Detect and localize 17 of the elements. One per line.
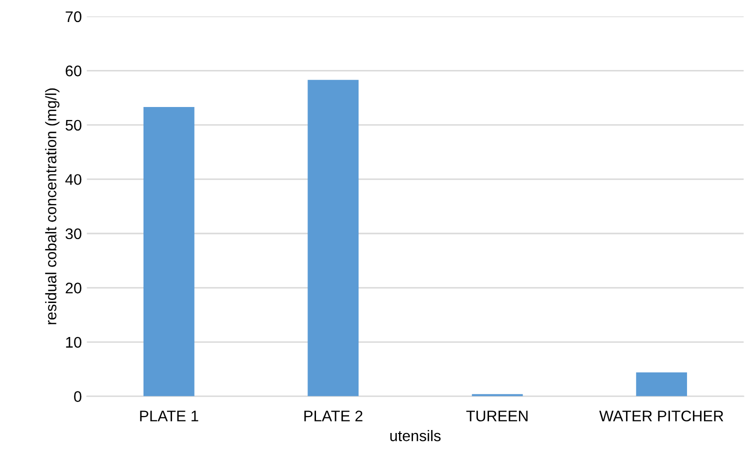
x-tick-label: WATER PITCHER bbox=[599, 410, 724, 422]
y-tick-label: 60 bbox=[66, 66, 82, 76]
x-axis-title: utensils bbox=[390, 430, 441, 442]
y-tick-label: 50 bbox=[66, 120, 82, 131]
y-tick-label: 70 bbox=[66, 11, 82, 22]
y-tick-label: 20 bbox=[66, 282, 82, 294]
x-tick-label: PLATE 2 bbox=[304, 410, 362, 422]
bar bbox=[143, 107, 194, 396]
y-tick-label: 0 bbox=[74, 391, 82, 402]
x-tick-label: TUREEN bbox=[466, 410, 528, 422]
y-tick-label: 10 bbox=[66, 336, 82, 348]
x-tick-label: PLATE 1 bbox=[140, 410, 198, 422]
bar bbox=[636, 372, 688, 396]
y-tick-label: 30 bbox=[66, 228, 82, 240]
y-axis-title: residual cobalt concentration (mg/l) bbox=[45, 88, 60, 324]
bar bbox=[308, 80, 359, 396]
y-tick-label: 40 bbox=[65, 174, 82, 185]
